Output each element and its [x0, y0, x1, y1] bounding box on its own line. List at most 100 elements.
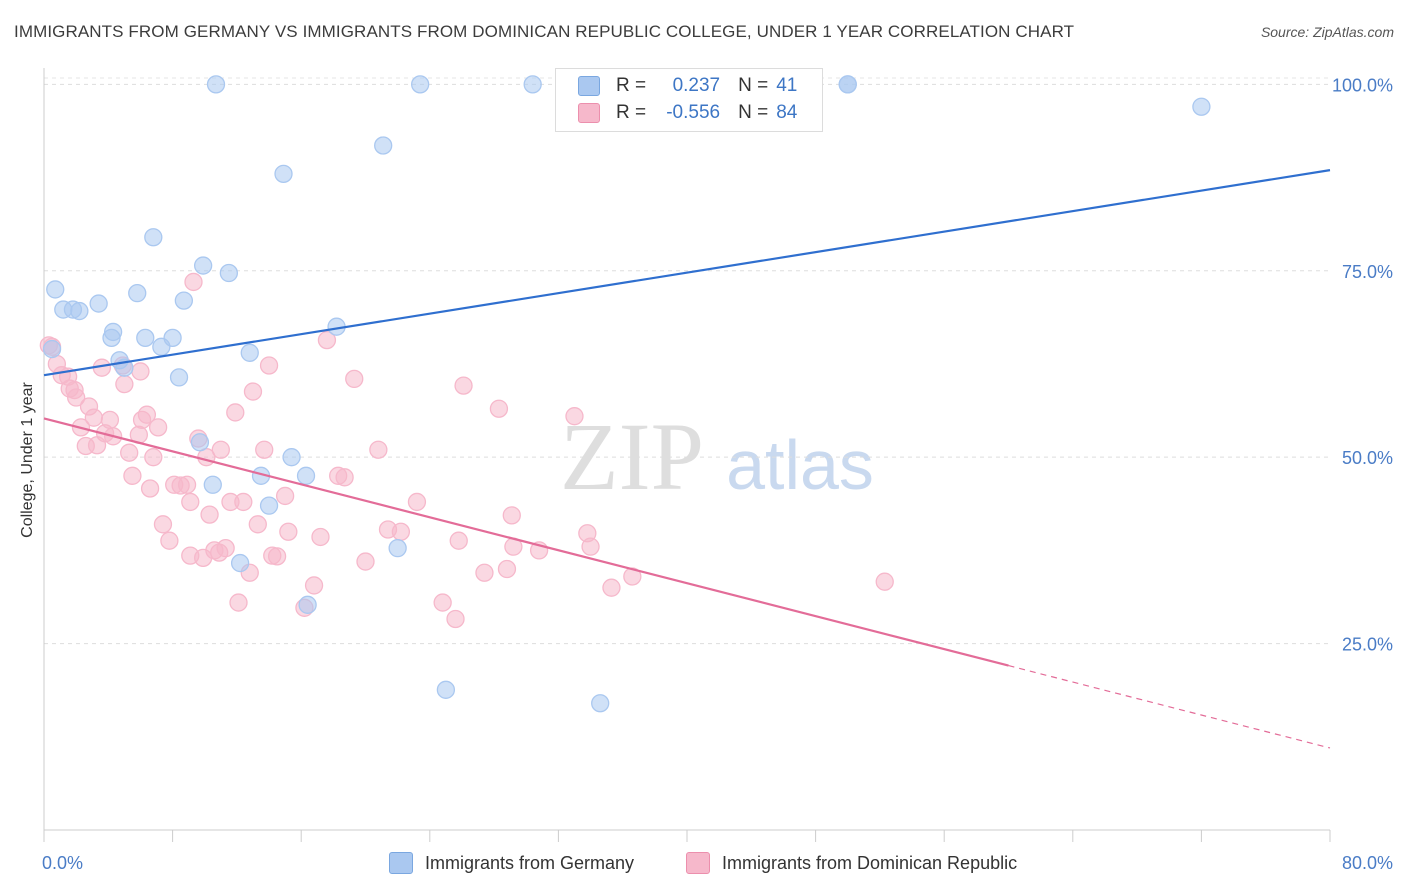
point-dominican	[623, 567, 642, 586]
point-germany	[591, 694, 610, 713]
point-dominican	[100, 410, 120, 430]
point-dominican	[211, 440, 230, 459]
point-dominican	[153, 515, 173, 534]
point-germany	[436, 680, 456, 699]
point-dominican	[369, 440, 388, 459]
series-label-dominican: Immigrants from Dominican Republic	[722, 852, 1018, 873]
point-dominican	[177, 475, 197, 494]
point-dominican	[255, 440, 274, 459]
point-germany	[206, 75, 226, 94]
point-dominican	[565, 407, 584, 426]
point-dominican	[160, 531, 179, 550]
legend-n-value-germany: 41	[776, 75, 798, 96]
source-label: Source: ZipAtlas.com	[1260, 24, 1394, 40]
y-tick-label: 100.0%	[1332, 75, 1393, 95]
point-dominican	[502, 506, 521, 525]
point-dominican	[216, 539, 235, 558]
legend-r-label: R =	[616, 75, 647, 96]
legend-row-dominican: R = -0.556 N = 84	[578, 100, 797, 126]
point-dominican	[279, 522, 298, 541]
point-germany	[298, 595, 317, 614]
point-germany	[282, 448, 301, 467]
point-germany	[259, 496, 279, 515]
point-dominican	[475, 563, 494, 582]
legend-n-label: N =	[738, 102, 769, 123]
point-dominican	[181, 492, 200, 512]
point-dominican	[144, 448, 163, 467]
series-swatch-germany	[389, 852, 413, 874]
point-germany	[838, 75, 857, 94]
point-germany	[203, 475, 222, 494]
point-germany	[219, 263, 239, 283]
legend-n-label: N =	[738, 75, 769, 96]
point-germany	[296, 466, 316, 485]
y-tick-label: 50.0%	[1342, 448, 1393, 468]
point-dominican	[84, 408, 103, 427]
series-legend-germany: Immigrants from Germany	[389, 852, 634, 874]
legend-r-value-germany: 0.237	[672, 75, 721, 96]
point-dominican	[581, 537, 600, 556]
point-germany	[230, 553, 250, 573]
y-tick-label: 25.0%	[1342, 635, 1393, 655]
point-dominican	[304, 576, 324, 595]
point-dominican	[234, 492, 253, 512]
point-dominican	[602, 578, 621, 597]
point-germany	[190, 433, 210, 452]
point-dominican	[275, 486, 295, 506]
point-germany	[240, 343, 259, 362]
y-tick-labels: 25.0% 50.0% 75.0% 100.0%	[1332, 75, 1393, 654]
point-germany	[174, 291, 194, 310]
point-dominican	[449, 531, 468, 550]
point-germany	[193, 256, 213, 275]
trend-line-dominican-extension	[1008, 665, 1331, 749]
y-tick-label: 75.0%	[1342, 262, 1393, 282]
point-dominican	[259, 356, 279, 375]
legend-swatch-dominican	[578, 103, 600, 123]
trend-line-dominican	[43, 417, 1009, 667]
series-legend-dominican: Immigrants from Dominican Republic	[686, 852, 1017, 874]
point-dominican	[200, 505, 219, 524]
point-dominican	[345, 369, 364, 389]
point-dominican	[148, 418, 168, 437]
point-germany	[46, 280, 65, 299]
point-germany	[144, 228, 163, 247]
point-dominican	[267, 547, 287, 566]
point-germany	[89, 294, 108, 313]
point-dominican	[489, 399, 509, 418]
point-germany	[374, 136, 393, 155]
point-germany	[388, 539, 407, 558]
watermark-zip: ZIP	[560, 403, 704, 510]
point-germany	[274, 164, 293, 183]
point-dominican	[226, 403, 245, 422]
point-dominican	[120, 443, 139, 462]
point-germany	[169, 368, 189, 387]
point-dominican	[115, 374, 134, 394]
series-swatch-dominican	[686, 852, 710, 874]
x-tick-label: 0.0%	[42, 853, 83, 873]
point-dominican	[311, 527, 330, 547]
watermark-atlas: atlas	[726, 426, 874, 504]
legend-r-value-dominican: -0.556	[666, 102, 721, 123]
point-germany	[42, 339, 62, 359]
point-dominican	[433, 593, 452, 612]
point-germany	[411, 75, 430, 94]
point-dominican	[875, 572, 894, 591]
legend-row-germany: R = 0.237 N = 41	[578, 73, 797, 99]
point-dominican	[454, 376, 473, 395]
point-dominican	[243, 382, 263, 401]
point-dominican	[67, 388, 86, 407]
point-dominican	[229, 593, 248, 612]
x-tick-labels: 0.0% 80.0%	[42, 853, 1393, 873]
chart-title: IMMIGRANTS FROM GERMANY VS IMMIGRANTS FR…	[14, 22, 1075, 41]
point-dominican	[317, 330, 337, 350]
point-germany	[136, 328, 155, 348]
point-dominican	[248, 515, 267, 534]
trend-lines	[43, 169, 1331, 749]
watermark: ZIP atlas	[560, 403, 874, 510]
point-dominican	[123, 466, 142, 485]
point-dominican	[131, 362, 150, 381]
correlation-legend: R = 0.237 N = 41 R = -0.556 N = 84	[555, 68, 823, 132]
point-germany	[128, 283, 147, 303]
data-points	[39, 75, 1211, 713]
